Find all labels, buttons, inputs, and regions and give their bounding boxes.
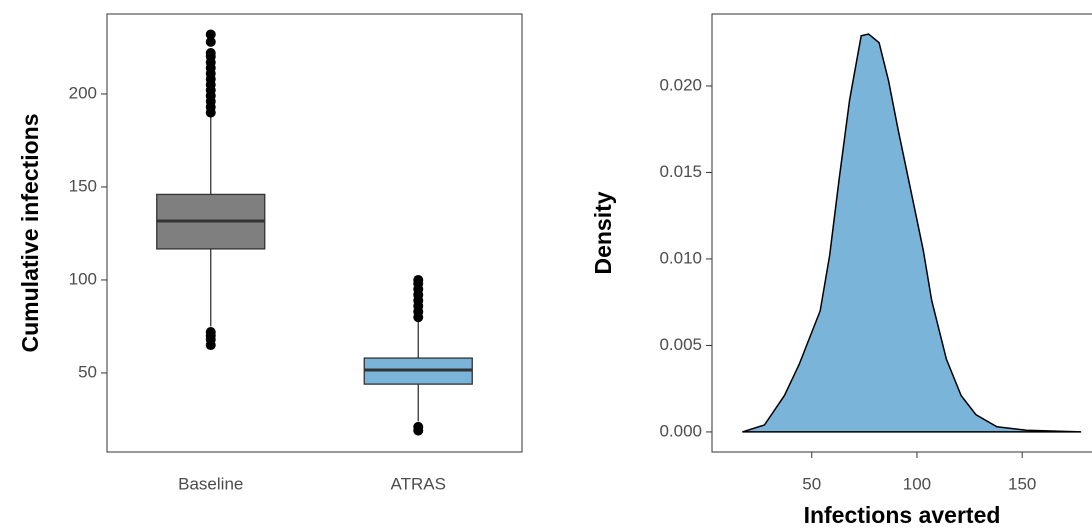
y-axis-title: Density (590, 191, 616, 274)
x-tick-label: 100 (903, 474, 931, 493)
y-tick-label: 0.010 (659, 248, 702, 267)
y-tick-label: 50 (78, 362, 97, 381)
plot-frame (106, 13, 523, 453)
outlier (205, 340, 216, 351)
y-tick-label: 150 (69, 176, 97, 195)
y-axis-title: Cumulative infections (17, 114, 43, 353)
outlier (413, 425, 424, 436)
outlier (413, 274, 424, 285)
x-tick-label: 50 (802, 474, 821, 493)
y-tick-label: 100 (69, 269, 97, 288)
y-tick-label: 0.020 (659, 75, 702, 94)
x-axis-title: Infections averted (804, 502, 1001, 528)
y-tick-label: 0.000 (659, 421, 702, 440)
outlier (205, 29, 216, 40)
y-tick-label: 0.005 (659, 335, 702, 354)
x-tick-label: ATRAS (391, 474, 446, 493)
x-tick-label: 150 (1008, 474, 1036, 493)
outlier (205, 48, 216, 59)
x-tick-label: Baseline (178, 474, 243, 493)
plot-frame (711, 13, 1092, 453)
outlier (205, 36, 216, 47)
y-tick-label: 200 (69, 83, 97, 102)
density-area (742, 33, 1082, 433)
y-tick-label: 0.015 (659, 162, 702, 181)
